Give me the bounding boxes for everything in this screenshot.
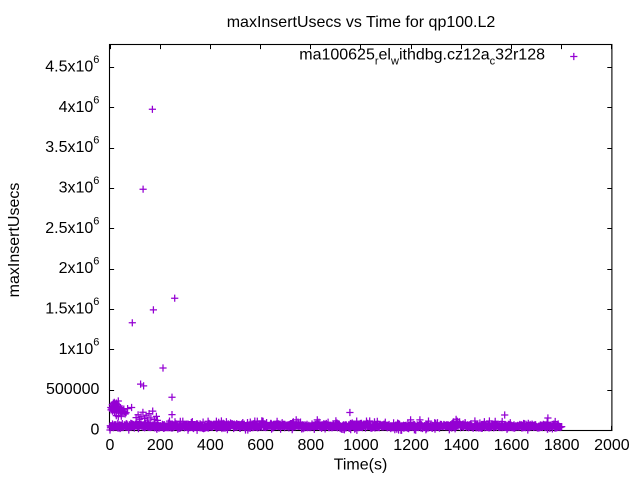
svg-text:1000: 1000 [343, 437, 379, 454]
svg-text:500000: 500000 [46, 381, 99, 398]
svg-text:800: 800 [297, 437, 324, 454]
svg-text:1400: 1400 [444, 437, 480, 454]
svg-text:2x106: 2x106 [59, 256, 100, 278]
svg-text:maxInsertUsecs: maxInsertUsecs [6, 183, 23, 298]
svg-text:1600: 1600 [494, 437, 530, 454]
svg-text:2000: 2000 [594, 437, 630, 454]
svg-text:3.5x106: 3.5x106 [45, 135, 99, 157]
svg-text:Time(s): Time(s) [334, 457, 388, 474]
svg-text:0: 0 [106, 437, 115, 454]
svg-text:ma100625relwithdbg.cz12ac32r12: ma100625relwithdbg.cz12ac32r128 [299, 46, 545, 67]
svg-text:1200: 1200 [393, 437, 429, 454]
svg-text:2.5x106: 2.5x106 [45, 215, 99, 237]
svg-text:400: 400 [197, 437, 224, 454]
svg-text:maxInsertUsecs vs Time for qp1: maxInsertUsecs vs Time for qp100.L2 [227, 14, 496, 31]
svg-text:1.5x106: 1.5x106 [45, 296, 99, 318]
svg-text:3x106: 3x106 [59, 175, 100, 197]
svg-text:1x106: 1x106 [59, 336, 100, 358]
svg-text:4x106: 4x106 [59, 94, 100, 116]
svg-text:1800: 1800 [544, 437, 580, 454]
svg-text:4.5x106: 4.5x106 [45, 54, 99, 76]
svg-text:200: 200 [147, 437, 174, 454]
svg-text:0: 0 [90, 422, 99, 439]
svg-text:600: 600 [247, 437, 274, 454]
